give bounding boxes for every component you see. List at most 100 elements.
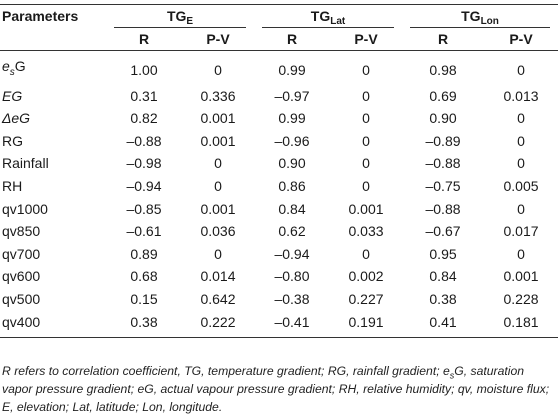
p-value-cell: 0.014 <box>200 268 236 285</box>
r-value-cell: –0.38 <box>274 290 310 307</box>
table-row: RG –0.88 0.001 –0.96 0 –0.89 0 <box>0 130 558 153</box>
parameter-cell: qv500 <box>0 288 106 311</box>
r-value-cell: 0.99 <box>278 61 306 78</box>
parameter-cell: RH <box>0 175 106 198</box>
parameter-name: ΔeG <box>2 110 31 127</box>
parameter-cell: esG <box>0 51 106 85</box>
r-value-cell: –0.96 <box>274 132 310 149</box>
r-value-cell: 0.90 <box>429 110 457 127</box>
p-value-cell: 0 <box>517 245 525 262</box>
r-value-cell: 0.82 <box>130 110 158 127</box>
p-value-cell: 0.001 <box>200 110 236 127</box>
p-value-cell: 0 <box>362 155 370 172</box>
r-value-cell: –0.41 <box>254 310 330 338</box>
p-value-cell: 0.222 <box>182 310 254 338</box>
parameter-name: qv500 <box>2 290 41 307</box>
metric-header: P-V <box>484 27 558 52</box>
parameter-name: e <box>2 58 10 75</box>
r-value-cell: –0.97 <box>274 87 310 104</box>
r-value-cell: 0.62 <box>278 223 306 240</box>
table-row: RH –0.94 0 0.86 0 –0.75 0.005 <box>0 175 558 198</box>
parameter-name: qv1000 <box>2 200 48 217</box>
r-value-cell: 0.69 <box>429 87 457 104</box>
r-value-cell: –0.80 <box>274 268 310 285</box>
p-value-cell: 0 <box>214 245 222 262</box>
table-row: qv500 0.15 0.642 –0.38 0.227 0.38 0.228 <box>0 288 558 311</box>
parameter-subscript: s <box>9 66 15 78</box>
r-value-cell: 0.98 <box>429 61 457 78</box>
r-value-cell: –0.88 <box>425 155 461 172</box>
p-value-cell: 0.002 <box>348 268 384 285</box>
r-value-cell: –0.94 <box>274 245 310 262</box>
parameter-name: qv700 <box>2 245 41 262</box>
table-row: ΔeG 0.82 0.001 0.99 0 0.90 0 <box>0 107 558 130</box>
p-value-cell: 0 <box>362 132 370 149</box>
r-value-cell: 0.38 <box>429 290 457 307</box>
parameter-cell: ΔeG <box>0 107 106 130</box>
metric-header: R <box>402 27 485 52</box>
p-value-cell: 0 <box>517 110 525 127</box>
table-row: qv600 0.68 0.014 –0.80 0.002 0.84 0.001 <box>0 265 558 288</box>
p-value-cell: 0.005 <box>503 177 539 194</box>
p-value-cell: 0 <box>362 110 370 127</box>
r-value-cell: 0.90 <box>278 155 306 172</box>
r-value-cell: 0.86 <box>278 177 306 194</box>
r-value-cell: 0.41 <box>402 310 485 338</box>
r-value-cell: –0.94 <box>126 177 162 194</box>
r-value-cell: –0.89 <box>425 132 461 149</box>
r-value-cell: 0.15 <box>130 290 158 307</box>
parameter-cell: qv700 <box>0 243 106 266</box>
parameter-cell: Rainfall <box>0 152 106 175</box>
table-row: Rainfall –0.98 0 0.90 0 –0.88 0 <box>0 152 558 175</box>
p-value-cell: 0 <box>517 61 525 78</box>
p-value-cell: 0.191 <box>330 310 403 338</box>
parameter-name: RG <box>2 132 23 149</box>
parameter-suffix: G <box>14 58 26 75</box>
table-row: EG 0.31 0.336 –0.97 0 0.69 0.013 <box>0 85 558 108</box>
parameter-cell: EG <box>0 85 106 108</box>
group-prefix: TG <box>461 8 481 24</box>
table-row: qv1000 –0.85 0.001 0.84 0.001 –0.88 0 <box>0 198 558 221</box>
r-value-cell: –0.75 <box>425 177 461 194</box>
parameter-name: qv400 <box>2 313 41 330</box>
table-row: esG 1.00 0 0.99 0 0.98 0 <box>0 51 558 85</box>
table-body: esG 1.00 0 0.99 0 0.98 0 EG 0.31 0.336 –0.97 0 0.69 0… <box>0 51 558 338</box>
p-value-cell: 0.036 <box>200 223 236 240</box>
p-value-cell: 0.181 <box>484 310 558 338</box>
r-value-cell: –0.67 <box>425 223 461 240</box>
parameter-name: Rainfall <box>2 155 49 172</box>
parameter-name: qv600 <box>2 268 41 285</box>
r-value-cell: –0.88 <box>425 200 461 217</box>
r-value-cell: –0.61 <box>126 223 162 240</box>
group-prefix: TG <box>310 8 331 24</box>
p-value-cell: 0.013 <box>503 87 539 104</box>
p-value-cell: 0.228 <box>503 290 539 307</box>
parameter-name: RH <box>2 177 23 194</box>
parameter-name: EG <box>2 87 23 104</box>
metric-header: P-V <box>182 27 254 52</box>
p-value-cell: 0.227 <box>348 290 384 307</box>
footnote-subscript: s <box>449 370 455 381</box>
group-header-elevation: TGE <box>106 5 254 28</box>
p-value-cell: 0 <box>214 155 222 172</box>
p-value-cell: 0 <box>214 177 222 194</box>
group-subscript: Lat <box>330 16 346 27</box>
parameters-header: Parameters <box>2 8 79 24</box>
p-value-cell: 0 <box>214 61 222 78</box>
p-value-cell: 0 <box>517 155 525 172</box>
r-value-cell: –0.85 <box>126 200 162 217</box>
p-value-cell: 0.001 <box>200 132 236 149</box>
parameter-name: qv850 <box>2 223 41 240</box>
r-value-cell: 0.68 <box>130 268 158 285</box>
group-header-latitude: TGLat <box>254 5 402 28</box>
r-value-cell: 0.84 <box>429 268 457 285</box>
r-value-cell: 1.00 <box>130 61 158 78</box>
blank-header-cell <box>0 27 106 52</box>
r-value-cell: 0.31 <box>130 87 158 104</box>
p-value-cell: 0.017 <box>503 223 539 240</box>
p-value-cell: 0 <box>517 200 525 217</box>
p-value-cell: 0.642 <box>200 290 236 307</box>
r-value-cell: –0.88 <box>126 132 162 149</box>
r-value-cell: 0.99 <box>278 110 306 127</box>
